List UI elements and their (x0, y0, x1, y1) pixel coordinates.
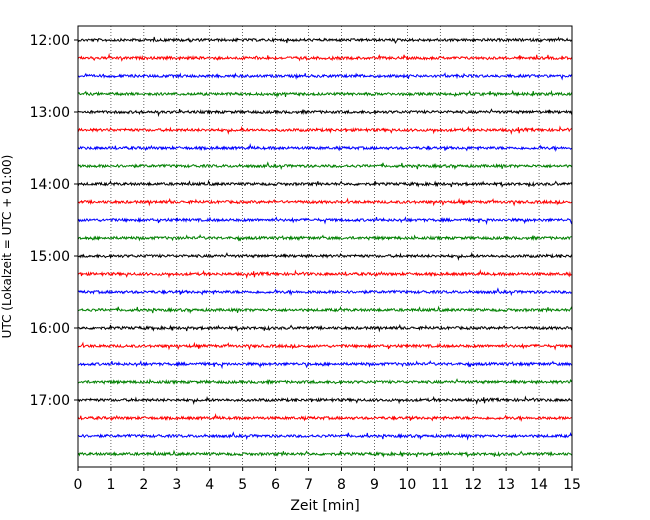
trace-1700 (77, 395, 573, 406)
trace-1645 (77, 378, 573, 386)
trace-1330 (77, 142, 573, 153)
y-tick-label: 14:00 (30, 177, 70, 193)
x-tick-label: 8 (337, 477, 346, 493)
trace-1445 (77, 234, 573, 242)
x-tick-label: 11 (431, 477, 449, 493)
y-tick-label: 15:00 (30, 249, 70, 265)
trace-1500 (77, 251, 573, 262)
trace-1600 (77, 323, 573, 333)
trace-1300 (77, 108, 573, 118)
trace-1745 (77, 449, 573, 458)
trace-1730 (77, 431, 573, 441)
trace-1315 (77, 125, 573, 136)
x-tick-label: 13 (497, 477, 515, 493)
trace-1615 (77, 341, 573, 351)
x-tick-label: 0 (74, 477, 83, 493)
x-tick-label: 9 (370, 477, 379, 493)
x-tick-label: 14 (530, 477, 548, 493)
x-tick-label: 4 (205, 477, 214, 493)
x-tick-label: 7 (304, 477, 313, 493)
x-tick-label: 12 (464, 477, 482, 493)
x-axis-ticks: 0 1 2 3 4 5 6 7 8 9 10 11 12 13 14 15 (74, 467, 581, 493)
trace-1715 (77, 412, 573, 423)
trace-1400 (77, 179, 573, 188)
x-tick-label: 2 (139, 477, 148, 493)
trace-1515 (77, 268, 573, 279)
x-axis-label: Zeit [min] (290, 498, 359, 514)
trace-1215 (77, 52, 573, 62)
y-tick-label: 12:00 (30, 33, 70, 49)
y-tick-label: 13:00 (30, 105, 70, 121)
x-tick-label: 6 (271, 477, 280, 493)
trace-group (77, 36, 573, 458)
trace-1345 (77, 161, 573, 171)
x-tick-label: 10 (398, 477, 416, 493)
trace-1430 (77, 216, 573, 226)
x-tick-label: 15 (563, 477, 581, 493)
trace-1230 (77, 72, 573, 81)
plot-frame (77, 25, 573, 468)
y-tick-label: 16:00 (30, 321, 70, 337)
trace-1415 (77, 197, 573, 207)
x-tick-label: 3 (172, 477, 181, 493)
x-tick-label: 1 (106, 477, 115, 493)
y-tick-label: 17:00 (30, 393, 70, 409)
trace-1545 (78, 305, 573, 315)
y-axis-label: UTC (Lokalzeit = UTC + 01:00) (0, 155, 14, 339)
trace-1630 (77, 360, 573, 370)
y-axis-ticks: 12:00 13:00 14:00 15:00 16:00 17:00 (30, 33, 78, 409)
x-tick-label: 5 (238, 477, 247, 493)
trace-1200 (77, 36, 573, 45)
trace-1530 (77, 287, 573, 297)
trace-1245 (77, 89, 573, 99)
